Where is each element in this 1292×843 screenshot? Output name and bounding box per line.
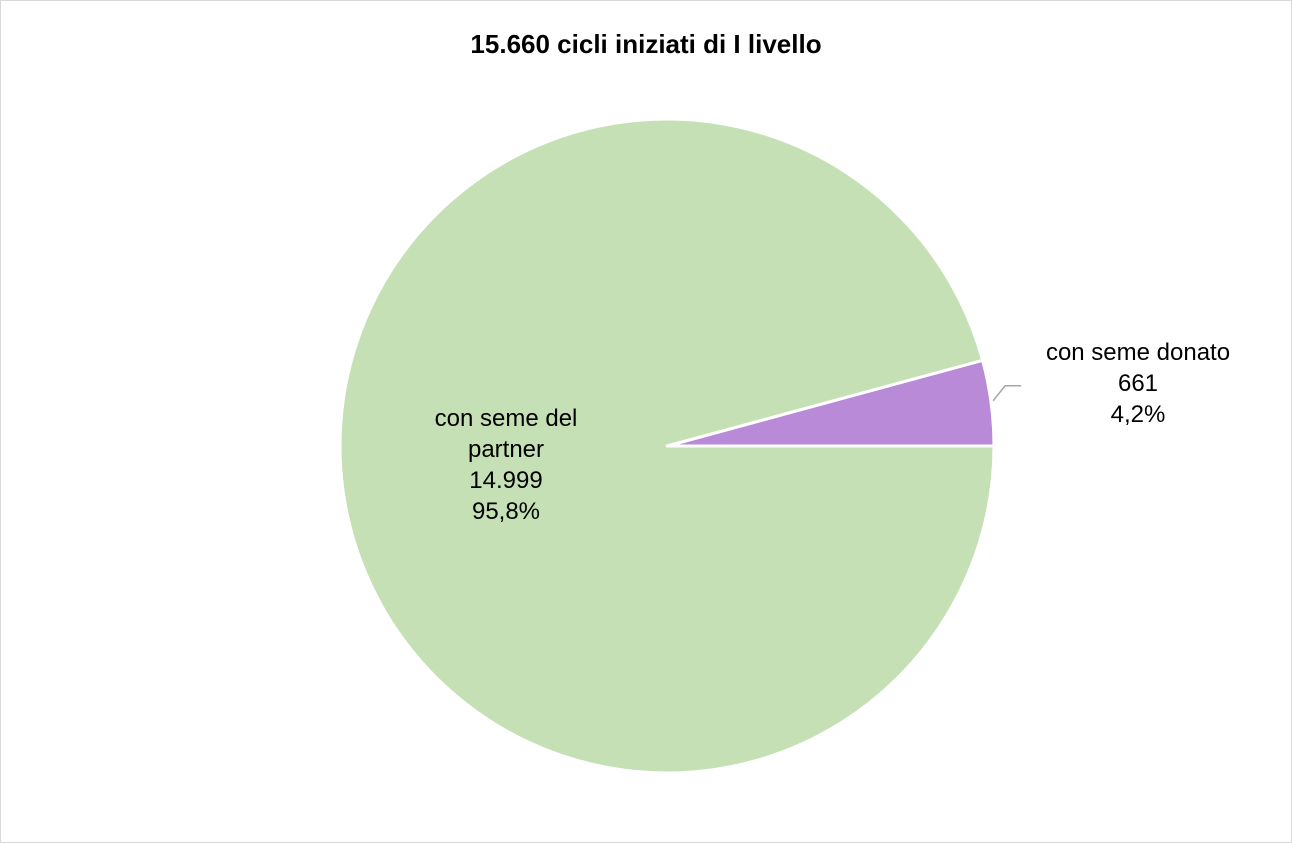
slice-0-label-2: 4,2% <box>1111 401 1166 428</box>
pie-slice-1 <box>338 117 996 775</box>
slice-1-label-2: 14.999 <box>469 467 542 494</box>
slice-1-label-1: partner <box>468 436 544 463</box>
leader-line-0 <box>992 385 1022 402</box>
chart-title: 15.660 cicli iniziati di I livello <box>470 29 822 59</box>
slice-0-label-0: con seme donato <box>1046 339 1230 366</box>
slice-1-label-3: 95,8% <box>472 498 540 525</box>
slice-0-label-1: 661 <box>1118 370 1158 397</box>
slice-1-label-0: con seme del <box>435 405 578 432</box>
